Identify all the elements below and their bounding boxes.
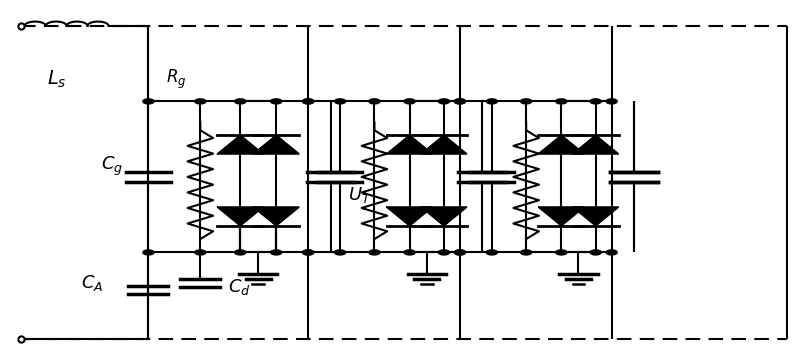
Circle shape (302, 99, 314, 104)
Circle shape (270, 99, 282, 104)
Circle shape (334, 99, 346, 104)
Text: $U_T$: $U_T$ (348, 185, 372, 205)
Text: $C_A$: $C_A$ (82, 273, 104, 293)
Circle shape (234, 250, 246, 255)
Circle shape (404, 250, 415, 255)
Circle shape (302, 250, 314, 255)
Polygon shape (538, 135, 584, 154)
Circle shape (404, 99, 415, 104)
Circle shape (270, 250, 282, 255)
Text: $C_g$: $C_g$ (102, 155, 123, 178)
Circle shape (590, 250, 602, 255)
Circle shape (369, 250, 380, 255)
Circle shape (454, 99, 466, 104)
Circle shape (194, 250, 206, 255)
Circle shape (438, 250, 450, 255)
Polygon shape (254, 135, 299, 154)
Circle shape (454, 99, 466, 104)
Polygon shape (386, 135, 433, 154)
Polygon shape (254, 207, 299, 226)
Circle shape (143, 250, 154, 255)
Polygon shape (573, 207, 618, 226)
Circle shape (556, 99, 567, 104)
Polygon shape (218, 207, 263, 226)
Circle shape (590, 99, 602, 104)
Circle shape (438, 99, 450, 104)
Circle shape (454, 250, 466, 255)
Circle shape (334, 250, 346, 255)
Circle shape (556, 250, 567, 255)
Circle shape (486, 99, 498, 104)
Text: $C_d$: $C_d$ (228, 277, 251, 297)
Polygon shape (218, 135, 263, 154)
Circle shape (302, 250, 314, 255)
Circle shape (302, 99, 314, 104)
Circle shape (194, 99, 206, 104)
Circle shape (143, 99, 154, 104)
Polygon shape (386, 207, 433, 226)
Circle shape (606, 99, 618, 104)
Circle shape (606, 250, 618, 255)
Text: $L_s$: $L_s$ (46, 69, 66, 91)
Circle shape (521, 250, 532, 255)
Polygon shape (538, 207, 584, 226)
Text: $R_g$: $R_g$ (166, 68, 186, 91)
Circle shape (454, 250, 466, 255)
Circle shape (521, 99, 532, 104)
Circle shape (486, 250, 498, 255)
Polygon shape (421, 135, 466, 154)
Circle shape (369, 99, 380, 104)
Polygon shape (573, 135, 618, 154)
Polygon shape (421, 207, 466, 226)
Circle shape (234, 99, 246, 104)
